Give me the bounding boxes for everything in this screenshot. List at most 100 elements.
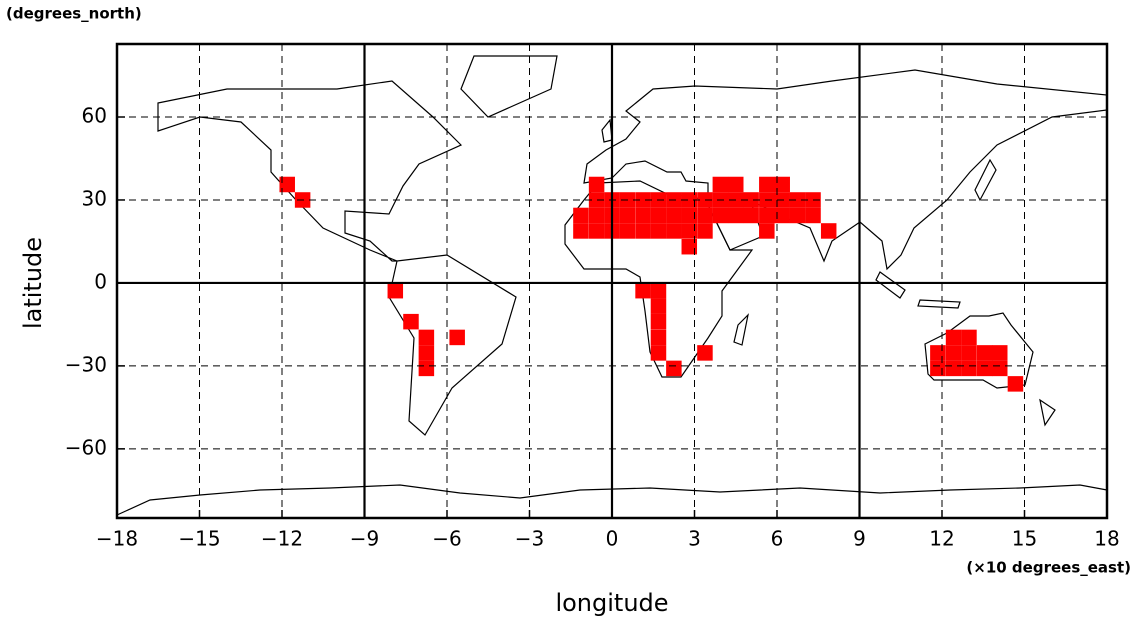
cell	[650, 345, 667, 361]
x-tick-label: 9	[853, 527, 866, 551]
x-tick-label: −18	[96, 527, 138, 551]
cell	[759, 207, 775, 224]
cell	[418, 360, 435, 377]
x-tick-label: −6	[432, 527, 461, 551]
cell	[573, 207, 589, 224]
cell	[961, 360, 977, 377]
cell	[759, 223, 775, 239]
x-axis-label: longitude	[555, 589, 668, 617]
cell	[666, 207, 682, 224]
cell	[403, 313, 419, 330]
cell	[697, 345, 713, 361]
cell	[588, 223, 605, 239]
cell	[961, 329, 977, 346]
y-unit-label: (degrees_north)	[6, 5, 142, 23]
cell	[712, 207, 729, 224]
cell	[743, 207, 759, 224]
cell	[588, 207, 605, 224]
x-tick-label: −3	[515, 527, 544, 551]
cell	[697, 223, 713, 239]
cell	[588, 176, 605, 193]
cell	[387, 282, 404, 299]
cell	[697, 192, 713, 208]
cell	[588, 192, 605, 208]
cell	[712, 176, 729, 193]
x-tick-label: 18	[1094, 527, 1119, 551]
coast-africa	[564, 180, 754, 378]
cell	[449, 329, 465, 346]
coast-australia	[924, 312, 1034, 389]
cell	[650, 298, 667, 314]
x-tick-label: −12	[261, 527, 303, 551]
cell	[635, 192, 651, 208]
cell	[418, 329, 435, 346]
cell	[789, 192, 806, 208]
y-tick-label: 60	[82, 104, 107, 128]
cell	[992, 360, 1008, 377]
cell	[945, 329, 962, 346]
cell	[619, 207, 636, 224]
x-tick-label: −15	[178, 527, 220, 551]
cell	[635, 282, 651, 299]
x-tick-label: 6	[771, 527, 784, 551]
cell	[619, 223, 636, 239]
cell	[681, 238, 698, 255]
plot-frame	[115, 42, 1109, 520]
cell	[418, 345, 435, 361]
cell	[681, 223, 698, 239]
cell	[945, 345, 962, 361]
cell	[774, 176, 790, 193]
cell	[635, 223, 651, 239]
coast-islands	[601, 118, 1056, 427]
cell	[666, 223, 682, 239]
x-tick-label: −9	[350, 527, 379, 551]
cell	[279, 176, 295, 193]
coast-antarctica	[116, 484, 1108, 516]
cell	[650, 313, 667, 330]
coast-eurasia	[583, 69, 1108, 271]
cell	[635, 207, 651, 224]
cell	[945, 360, 962, 377]
cell	[681, 192, 698, 208]
cell	[650, 329, 667, 346]
cell	[992, 345, 1008, 361]
coast-south-america	[388, 254, 517, 436]
coastlines	[116, 55, 1108, 516]
cell	[759, 176, 775, 193]
cell	[650, 223, 667, 239]
cell	[743, 192, 759, 208]
y-axis-label: latitude	[19, 237, 47, 329]
x-unit-label: (×10 degrees_east)	[966, 559, 1131, 577]
cell	[805, 207, 821, 224]
y-tick-label: 30	[82, 186, 107, 210]
cell	[650, 207, 667, 224]
cell	[774, 207, 790, 224]
cell	[976, 345, 993, 361]
y-tick-label: −30	[65, 352, 107, 376]
cell	[820, 223, 837, 239]
cell	[666, 360, 682, 377]
y-tick-label: −60	[65, 435, 107, 459]
coast-north-america	[157, 80, 463, 262]
y-tick-label: 0	[94, 269, 107, 293]
cell	[728, 176, 744, 193]
cell	[650, 282, 667, 299]
cell	[789, 207, 806, 224]
cell	[573, 223, 589, 239]
cells	[279, 176, 1024, 392]
cell	[728, 207, 744, 224]
cell	[681, 207, 698, 224]
x-tick-label: 12	[929, 527, 954, 551]
cell	[976, 360, 993, 377]
coast-greenland	[460, 55, 558, 118]
cell	[961, 345, 977, 361]
cell	[697, 207, 713, 224]
cell	[930, 360, 946, 377]
x-tick-label: 15	[1012, 527, 1037, 551]
cell	[930, 345, 946, 361]
cell	[1007, 376, 1024, 392]
x-tick-label: 0	[606, 527, 619, 551]
x-tick-label: 3	[688, 527, 701, 551]
